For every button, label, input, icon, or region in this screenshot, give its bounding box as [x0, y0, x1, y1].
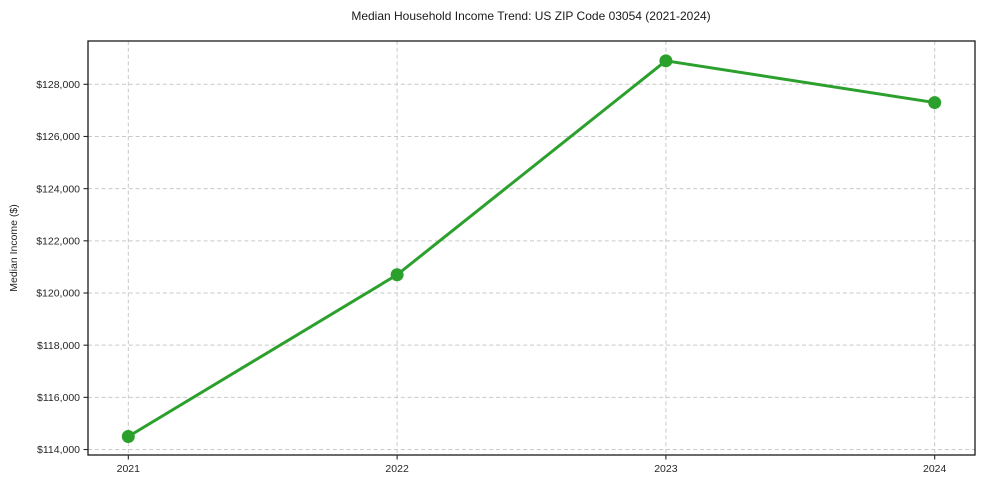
y-tick-label: $120,000 [36, 288, 80, 300]
y-axis-label: Median Income ($) [8, 204, 20, 292]
y-tick-label: $124,000 [36, 183, 80, 195]
data-point [390, 268, 404, 282]
x-tick-label: 2024 [923, 463, 947, 475]
data-point [928, 96, 942, 110]
y-tick-label: $114,000 [37, 444, 80, 456]
x-tick-labels: 2021 2022 2023 2024 [117, 463, 947, 475]
y-tick-labels: $114,000 $116,000 $118,000 $120,000 $122,000… [36, 79, 80, 456]
y-tick-label: $116,000 [37, 392, 80, 404]
y-tick-label: $128,000 [36, 79, 80, 91]
y-tick-label: $122,000 [36, 236, 80, 248]
data-line [126, 59, 937, 438]
data-point [121, 429, 135, 443]
chart-title: Median Household Income Trend: US ZIP Co… [351, 9, 710, 23]
x-tick-label: 2021 [117, 463, 141, 475]
gridlines [88, 41, 975, 455]
data-point [659, 54, 673, 68]
x-tick-label: 2023 [654, 463, 678, 475]
data-points [121, 54, 942, 443]
y-tick-label: $126,000 [36, 131, 80, 143]
x-tick-label: 2022 [385, 463, 409, 475]
plot-border [87, 40, 976, 456]
y-tick-label: $118,000 [37, 340, 80, 352]
axis-ticks [83, 83, 936, 460]
